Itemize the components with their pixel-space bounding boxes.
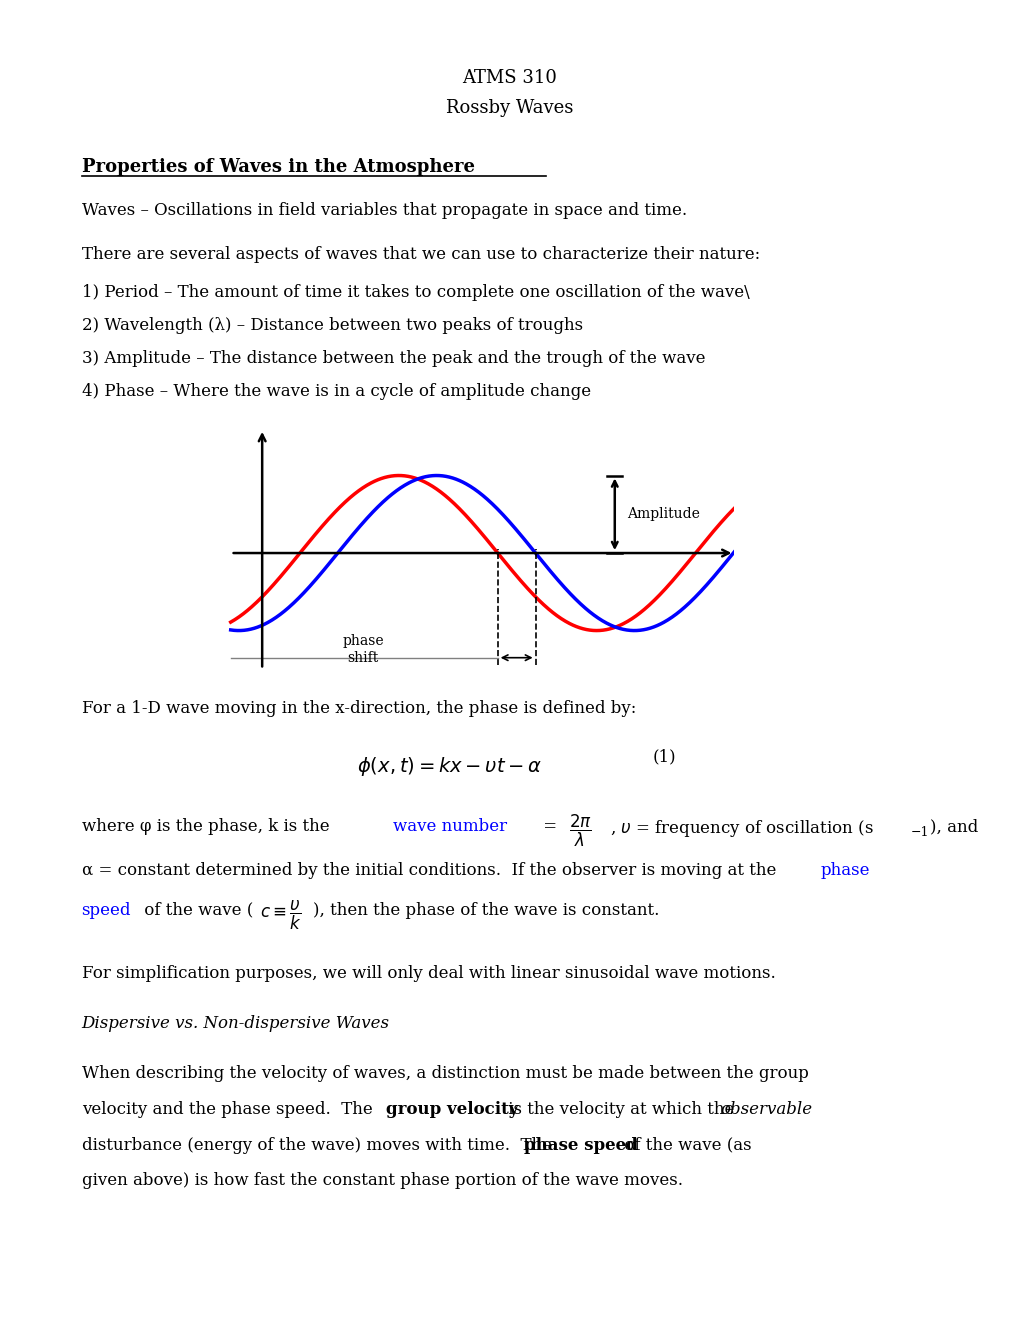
Text: 1) Period – The amount of time it takes to complete one oscillation of the wave\: 1) Period – The amount of time it takes … [82,284,749,301]
Text: disturbance (energy of the wave) moves with time.  The: disturbance (energy of the wave) moves w… [82,1137,556,1154]
Text: group velocity: group velocity [385,1101,518,1118]
Text: Waves – Oscillations in field variables that propagate in space and time.: Waves – Oscillations in field variables … [82,202,686,219]
Text: $\phi(x,t) = kx - \upsilon t - \alpha$: $\phi(x,t) = kx - \upsilon t - \alpha$ [357,755,542,777]
Text: ATMS 310: ATMS 310 [462,69,557,87]
Text: phase
shift: phase shift [341,635,383,665]
Text: When describing the velocity of waves, a distinction must be made between the gr: When describing the velocity of waves, a… [82,1065,808,1082]
Text: (1): (1) [652,748,676,766]
Text: ), and: ), and [929,818,977,836]
Text: where φ is the phase, k is the: where φ is the phase, k is the [82,818,334,836]
Text: phase: phase [819,862,869,879]
Text: α = constant determined by the initial conditions.  If the observer is moving at: α = constant determined by the initial c… [82,862,781,879]
Text: speed: speed [82,902,131,919]
Text: ), then the phase of the wave is constant.: ), then the phase of the wave is constan… [313,902,659,919]
Text: 4) Phase – Where the wave is in a cycle of amplitude change: 4) Phase – Where the wave is in a cycle … [82,383,590,400]
Text: Properties of Waves in the Atmosphere: Properties of Waves in the Atmosphere [82,158,474,177]
Text: Amplitude: Amplitude [627,507,700,521]
Text: 3) Amplitude – The distance between the peak and the trough of the wave: 3) Amplitude – The distance between the … [82,350,704,367]
Text: Dispersive vs. Non-dispersive Waves: Dispersive vs. Non-dispersive Waves [82,1015,389,1032]
Text: given above) is how fast the constant phase portion of the wave moves.: given above) is how fast the constant ph… [82,1172,682,1189]
Text: wave number: wave number [392,818,506,836]
Text: , $\upsilon$ = frequency of oscillation (s: , $\upsilon$ = frequency of oscillation … [609,818,873,840]
Text: There are several aspects of waves that we can use to characterize their nature:: There are several aspects of waves that … [82,246,759,263]
Text: phase speed: phase speed [524,1137,638,1154]
Text: Rossby Waves: Rossby Waves [446,99,573,117]
Text: observable: observable [719,1101,811,1118]
Text: of the wave (: of the wave ( [139,902,253,919]
Text: 2) Wavelength (λ) – Distance between two peaks of troughs: 2) Wavelength (λ) – Distance between two… [82,317,582,334]
Text: For simplification purposes, we will only deal with linear sinusoidal wave motio: For simplification purposes, we will onl… [82,965,774,982]
Text: $c \equiv \dfrac{\upsilon}{k}$: $c \equiv \dfrac{\upsilon}{k}$ [260,899,302,932]
Text: is the velocity at which the: is the velocity at which the [502,1101,739,1118]
Text: −1: −1 [910,826,928,840]
Text: of the wave (as: of the wave (as [619,1137,751,1154]
Text: $\dfrac{2\pi}{\lambda}$: $\dfrac{2\pi}{\lambda}$ [569,813,591,849]
Text: For a 1-D wave moving in the x-direction, the phase is defined by:: For a 1-D wave moving in the x-direction… [82,700,636,717]
Text: =: = [537,818,561,836]
Text: velocity and the phase speed.  The: velocity and the phase speed. The [82,1101,377,1118]
